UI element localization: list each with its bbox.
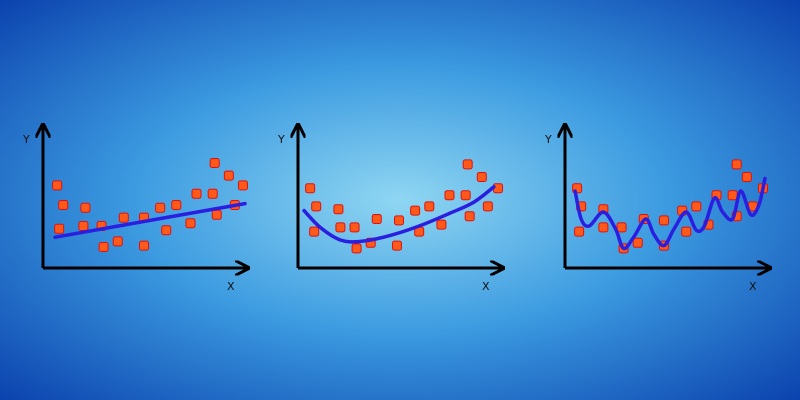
x-axis-label: X: [749, 280, 757, 293]
point: [349, 222, 360, 233]
point: [207, 188, 218, 199]
point: [616, 222, 627, 233]
point: [444, 190, 455, 201]
point: [681, 226, 692, 237]
point: [691, 201, 702, 212]
fit-curve: [302, 185, 496, 244]
point: [598, 222, 609, 233]
point: [731, 159, 742, 170]
x-axis-label: X: [227, 280, 235, 293]
point: [309, 226, 320, 237]
point: [464, 211, 475, 222]
x-axis-label: X: [482, 280, 490, 293]
point: [476, 172, 487, 182]
fit-curve: [53, 201, 247, 239]
point: [211, 209, 222, 220]
point: [185, 218, 196, 229]
point: [658, 215, 669, 226]
point: [335, 222, 346, 233]
point: [436, 219, 447, 230]
point: [727, 190, 738, 201]
point: [482, 201, 493, 212]
fit-curve: [573, 176, 767, 251]
point: [54, 223, 65, 234]
point: [78, 221, 89, 231]
point: [410, 205, 421, 216]
point: [161, 225, 172, 236]
point: [632, 237, 643, 248]
point: [58, 200, 69, 210]
point: [80, 202, 91, 213]
point: [112, 236, 123, 247]
point: [155, 202, 166, 213]
point: [139, 240, 149, 251]
point: [305, 183, 316, 194]
point: [371, 214, 382, 224]
point: [52, 180, 63, 191]
point: [311, 201, 322, 212]
point: [741, 172, 752, 182]
y-axis-label: Y: [22, 133, 30, 146]
point: [98, 242, 109, 252]
point: [118, 212, 129, 223]
point: [574, 226, 585, 237]
point: [237, 180, 248, 191]
y-axis-label: Y: [277, 133, 285, 146]
point: [391, 240, 402, 251]
point: [223, 170, 234, 181]
point: [209, 158, 220, 168]
point: [351, 243, 362, 254]
point: [333, 204, 344, 215]
point: [191, 188, 202, 199]
point: [460, 190, 471, 201]
point: [462, 159, 473, 170]
point: [424, 201, 435, 212]
point: [394, 215, 404, 226]
point: [171, 200, 182, 210]
y-axis-label: Y: [544, 133, 552, 146]
